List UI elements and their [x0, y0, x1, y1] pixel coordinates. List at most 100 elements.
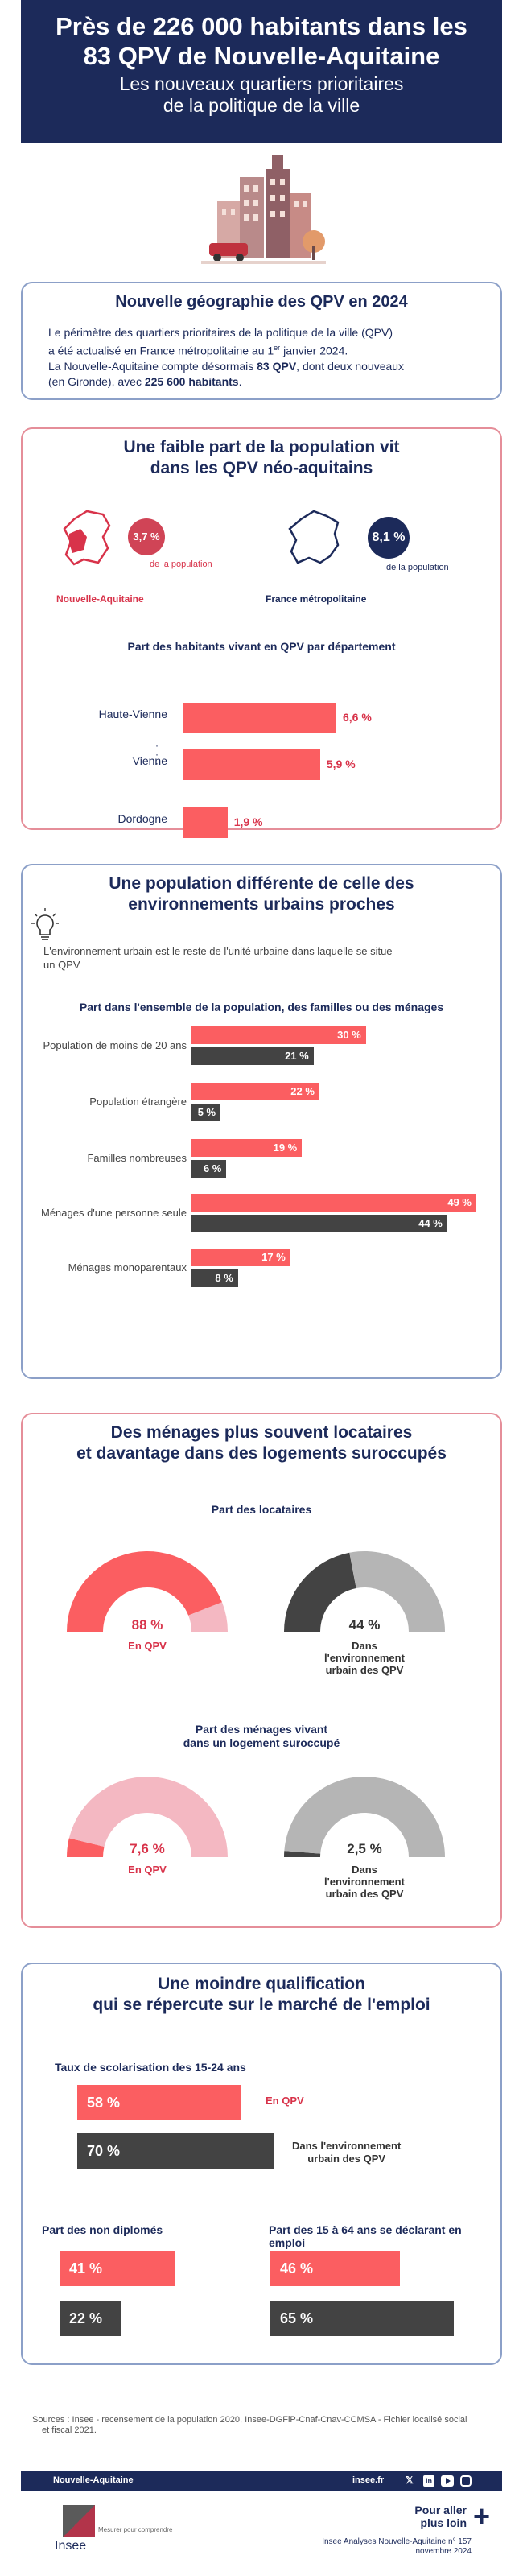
- overcrowded-env-caption: Dans l'environnement urbain des QPV: [324, 1864, 405, 1900]
- schooling-title: Taux de scolarisation des 15-24 ans: [55, 2061, 246, 2074]
- nouvelle-aquitaine-map-icon: [63, 510, 111, 566]
- population-env-bar: 8 %: [191, 1269, 238, 1287]
- department-value: 1,9 %: [233, 815, 263, 828]
- population-profile-title: Une population différente de celle des en…: [109, 874, 414, 914]
- gauge-rest-arc: [349, 1551, 445, 1632]
- population-row-label: Ménages d'une personne seule: [40, 1207, 187, 1219]
- gauge-value-arc: [284, 1851, 321, 1857]
- lightbulb-icon: [31, 908, 59, 940]
- renters-qpv-value: 88 %: [131, 1617, 163, 1633]
- renters-qpv-gauge: [67, 1551, 228, 1632]
- insee-tagline: Mesurer pour comprendre: [98, 2526, 173, 2533]
- population-qpv-bar: 49 %: [191, 1194, 476, 1212]
- city-illustration: [201, 155, 326, 264]
- department-label: Dordogne: [117, 812, 168, 825]
- instagram-icon[interactable]: [460, 2475, 472, 2487]
- publication-reference: Insee Analyses Nouvelle-Aquitaine n° 157…: [322, 2537, 472, 2556]
- youtube-icon[interactable]: [441, 2475, 454, 2487]
- department-value: 5,9 %: [326, 758, 356, 770]
- qualification-card: Une moindre qualification qui se répercut…: [21, 1963, 502, 2365]
- na-label: Nouvelle-Aquitaine: [56, 593, 144, 605]
- population-profile-card: Une population différente de celle des en…: [21, 864, 502, 1379]
- renters-title: Part des locataires: [211, 1503, 312, 1516]
- insee-logo-icon: [63, 2505, 95, 2537]
- population-row-label: Familles nombreuses: [87, 1152, 187, 1164]
- main-title: Près de 226 000 habitants dans les 83 QPV…: [56, 12, 467, 70]
- overcrowded-qpv-gauge: [67, 1777, 229, 1857]
- department-bar: [183, 807, 228, 838]
- employment-title: Part des 15 à 64 ans se déclarant en emp…: [269, 2223, 462, 2249]
- population-qpv-bar: 22 %: [191, 1083, 319, 1100]
- population-env-bar: 6 %: [191, 1160, 227, 1178]
- insee-logo-text: Insee: [55, 2539, 87, 2553]
- no-diploma-qpv-value: 41 %: [69, 2260, 103, 2277]
- employment-env-value: 65 %: [280, 2310, 314, 2326]
- overcrowded-qpv-caption: En QPV: [128, 1864, 167, 1876]
- main-subtitle: Les nouveaux quartiers prioritaires de la…: [119, 73, 404, 116]
- overcrowded-env-gauge: [284, 1777, 445, 1857]
- plus-icon[interactable]: +: [473, 2500, 491, 2533]
- population-env-bar: 21 %: [191, 1047, 314, 1065]
- renters-env-caption: Dans l'environnement urbain des QPV: [324, 1640, 405, 1676]
- fr-label: France métropolitaine: [266, 593, 367, 605]
- schooling-qpv-bar: 58 %: [77, 2085, 241, 2120]
- no-diploma-env-bar: 22 %: [60, 2301, 121, 2336]
- schooling-env-caption: Dans l'environnement urbain des QPV: [292, 2140, 402, 2165]
- environment-definition: L'environnement urbain est le reste de l…: [43, 945, 393, 971]
- department-bar: [183, 703, 336, 733]
- housing-card: Des ménages plus souvent locataires et da…: [21, 1413, 502, 1928]
- no-diploma-title: Part des non diplomés: [42, 2223, 163, 2236]
- population-env-bar: 5 %: [191, 1104, 221, 1121]
- ellipsis-dots: · · ·: [155, 740, 159, 769]
- employment-env-bar: 65 %: [270, 2301, 454, 2336]
- no-diploma-env-value: 22 %: [69, 2310, 103, 2326]
- population-share-title: Une faible part de la population vit dans…: [123, 438, 400, 477]
- department-bar: [183, 749, 320, 780]
- gauge-value-arc: [67, 1551, 222, 1632]
- fr-value: 8,1 %: [372, 530, 406, 544]
- schooling-env-value: 70 %: [87, 2143, 121, 2159]
- gauge-rest-arc: [284, 1777, 445, 1857]
- hero-banner: Près de 226 000 habitants dans les 83 QPV…: [21, 0, 502, 143]
- department-label: Vienne: [132, 754, 167, 767]
- population-env-bar: 44 %: [191, 1215, 447, 1232]
- schooling-env-bar: 70 %: [77, 2133, 274, 2169]
- department-chart-title: Part des habitants vivant en QPV par dép…: [127, 640, 396, 653]
- department-value: 6,6 %: [343, 711, 372, 724]
- renters-env-gauge: [284, 1551, 445, 1632]
- geography-text: Le périmètre des quartiers prioritaires …: [48, 326, 405, 388]
- na-value: 3,7 %: [133, 530, 160, 543]
- renters-qpv-caption: En QPV: [128, 1640, 167, 1652]
- population-row-label: Population étrangère: [89, 1096, 187, 1108]
- employment-qpv-bar: 46 %: [270, 2251, 400, 2286]
- fr-value-bubble: [368, 517, 410, 559]
- more-info-link[interactable]: Pour aller plus loin: [414, 2504, 467, 2529]
- renters-env-value: 44 %: [348, 1617, 381, 1633]
- france-map-icon: [288, 510, 340, 564]
- gauge-rest-arc: [188, 1602, 228, 1632]
- population-row-label: Population de moins de 20 ans: [43, 1039, 187, 1051]
- gauge-value-arc: [67, 1838, 105, 1857]
- population-row-label: Ménages monoparentaux: [68, 1261, 187, 1274]
- population-share-card: Une faible part de la population vit dans…: [21, 427, 502, 838]
- na-value-bubble: [128, 518, 165, 555]
- overcrowded-qpv-value: 7,6 %: [130, 1841, 165, 1856]
- population-qpv-bar: 19 %: [191, 1139, 303, 1157]
- footer-region: Nouvelle-Aquitaine: [53, 2475, 134, 2485]
- population-qpv-bar: 30 %: [191, 1026, 366, 1044]
- schooling-qpv-caption: En QPV: [266, 2095, 304, 2107]
- footer-site-link[interactable]: insee.fr: [352, 2475, 385, 2485]
- qualification-title: Une moindre qualification qui se répercut…: [93, 1975, 430, 2014]
- fr-caption: de la population: [386, 563, 449, 572]
- linkedin-icon[interactable]: in: [423, 2475, 434, 2487]
- gauge-value-arc: [284, 1552, 356, 1632]
- department-label: Haute-Vienne: [98, 708, 167, 720]
- housing-title: Des ménages plus souvent locataires et da…: [76, 1423, 447, 1463]
- population-qpv-bar: 17 %: [191, 1249, 290, 1266]
- footer-bar: Nouvelle-Aquitaine insee.fr 𝕏 in: [21, 2471, 502, 2491]
- population-chart-title: Part dans l'ensemble de la population, d…: [79, 1001, 444, 1013]
- x-social-icon[interactable]: 𝕏: [406, 2475, 414, 2486]
- overcrowded-title: Part des ménages vivant dans un logement …: [183, 1723, 340, 1749]
- na-caption: de la population: [150, 559, 212, 569]
- gauge-rest-arc: [68, 1777, 229, 1857]
